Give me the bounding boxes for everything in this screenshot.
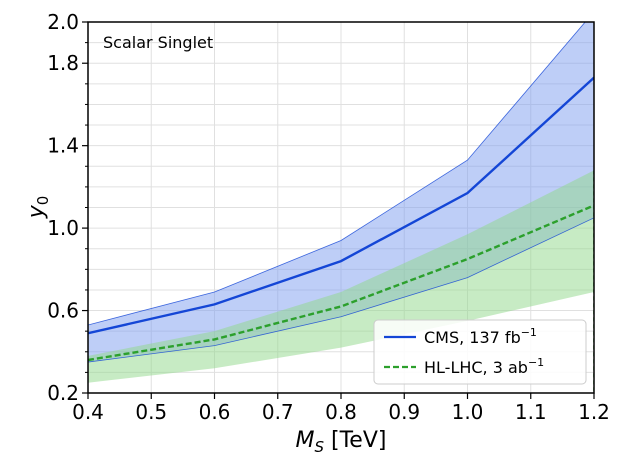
y-tick-label: 1.0 (47, 216, 79, 240)
legend-label-cms: CMS, 137 fb−1 (424, 326, 537, 347)
x-axis-label: MS [TeV] (296, 428, 387, 456)
y-axis-label: y0 (24, 196, 52, 220)
x-tick-label: 1.1 (515, 400, 547, 424)
bands (88, 22, 594, 383)
legend-box (373, 319, 587, 385)
x-tick-label: 0.6 (199, 400, 231, 424)
x-tick-label: 0.7 (262, 400, 294, 424)
chart-annotation: Scalar Singlet (103, 33, 213, 52)
x-tick-label: 0.4 (72, 400, 104, 424)
band-hl-lhc (88, 170, 594, 383)
x-tick-label: 0.5 (135, 400, 167, 424)
y-tick-label: 1.4 (47, 134, 79, 158)
x-tick-label: 1.0 (452, 400, 484, 424)
x-tick-label: 0.8 (325, 400, 357, 424)
y-tick-label: 2.0 (47, 10, 79, 34)
band-lower-edge-cms (88, 217, 594, 363)
x-tick-label: 1.2 (578, 400, 610, 424)
legend: CMS, 137 fb−1 HL-LHC, 3 ab−1 (373, 319, 587, 385)
band-upper-edge-cms (88, 22, 586, 326)
y-tick-label: 1.8 (47, 51, 79, 75)
series-line-cms (88, 76, 594, 335)
legend-label-hl-lhc: HL-LHC, 3 ab−1 (424, 356, 544, 377)
y-tick-label: 0.2 (47, 381, 79, 405)
lines (88, 22, 594, 393)
series-line-hl-lhc (88, 204, 594, 362)
x-tick-label: 0.9 (388, 400, 420, 424)
y-tick-label: 0.6 (47, 299, 79, 323)
ticks: 0.4 0.5 0.6 0.7 0.8 0.9 1.0 1.1 1.2 0.2 0.6 1.0 1.4 1… (47, 10, 610, 424)
